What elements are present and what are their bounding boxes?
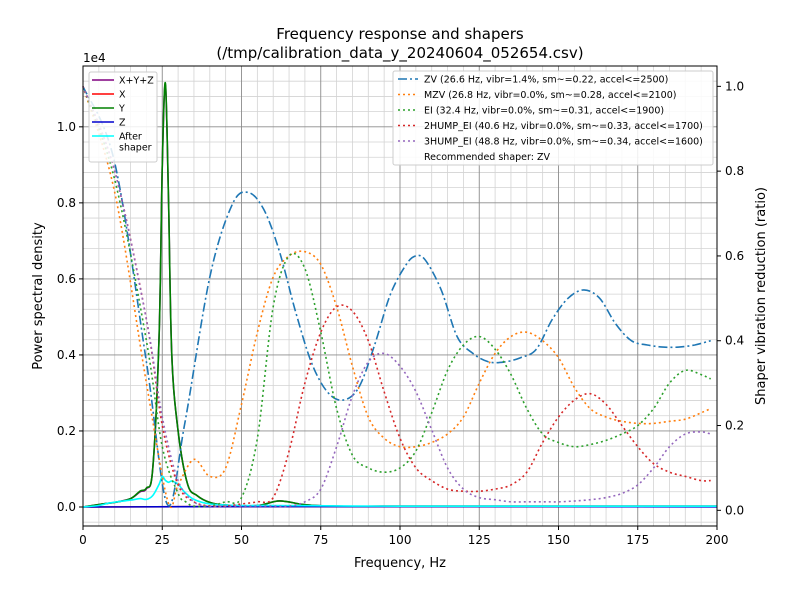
y-tick-label: 0.0 xyxy=(57,500,76,514)
recommended-shaper-label: Recommended shaper: ZV xyxy=(424,152,550,163)
x-tick-label: 125 xyxy=(468,533,491,547)
y2-tick-label: 0.8 xyxy=(725,164,744,178)
x-tick-label: 75 xyxy=(313,533,328,547)
y2-tick-label: 0.2 xyxy=(725,419,744,433)
chart-title: Frequency response and shapers xyxy=(276,25,524,43)
shaper-legend-label: 3HUMP_EI (48.8 Hz, vibr=0.0%, sm~=0.34, … xyxy=(424,137,703,148)
y2-tick-label: 0.0 xyxy=(725,503,744,517)
y-tick-label: 0.4 xyxy=(57,348,76,362)
chart-subtitle: (/tmp/calibration_data_y_20240604_052654… xyxy=(216,44,583,63)
psd-legend-label: Y xyxy=(118,104,125,115)
x-tick-label: 100 xyxy=(389,533,412,547)
shaper-legend-label: EI (32.4 Hz, vibr=0.0%, sm~=0.31, accel<… xyxy=(424,106,664,117)
y2-tick-label: 0.4 xyxy=(725,334,744,348)
x-tick-label: 175 xyxy=(626,533,649,547)
psd-legend-label: X+Y+Z xyxy=(119,76,154,87)
y-tick-label: 0.2 xyxy=(57,424,76,438)
shaper-legend: ZV (26.6 Hz, vibr=1.4%, sm~=0.22, accel<… xyxy=(393,71,713,165)
y2-axis-label: Shaper vibration reduction (ratio) xyxy=(754,187,769,405)
y2-tick-label: 0.6 xyxy=(725,249,744,263)
x-tick-label: 25 xyxy=(155,533,170,547)
y-tick-label: 0.8 xyxy=(57,196,76,210)
psd-legend-label: Z xyxy=(119,118,126,129)
x-axis-label: Frequency, Hz xyxy=(354,556,446,571)
y-tick-label: 1.0 xyxy=(57,120,76,134)
psd-legend-label: After xyxy=(119,132,142,143)
x-tick-label: 150 xyxy=(547,533,570,547)
x-tick-label: 0 xyxy=(79,533,87,547)
shaper-legend-label: 2HUMP_EI (40.6 Hz, vibr=0.0%, sm~=0.33, … xyxy=(424,121,703,132)
psd-legend-label: shaper xyxy=(119,143,152,154)
x-tick-label: 200 xyxy=(706,533,729,547)
x-tick-label: 50 xyxy=(234,533,249,547)
y-offset-label: 1e4 xyxy=(83,51,106,65)
y-tick-label: 0.6 xyxy=(57,272,76,286)
y-axis-label: Power spectral density xyxy=(31,222,46,370)
psd-legend-label: X xyxy=(119,90,126,101)
y2-tick-label: 1.0 xyxy=(725,79,744,93)
shaper-legend-label: MZV (26.8 Hz, vibr=0.0%, sm~=0.28, accel… xyxy=(424,90,676,101)
shaper-legend-label: ZV (26.6 Hz, vibr=1.4%, sm~=0.22, accel<… xyxy=(424,75,668,86)
